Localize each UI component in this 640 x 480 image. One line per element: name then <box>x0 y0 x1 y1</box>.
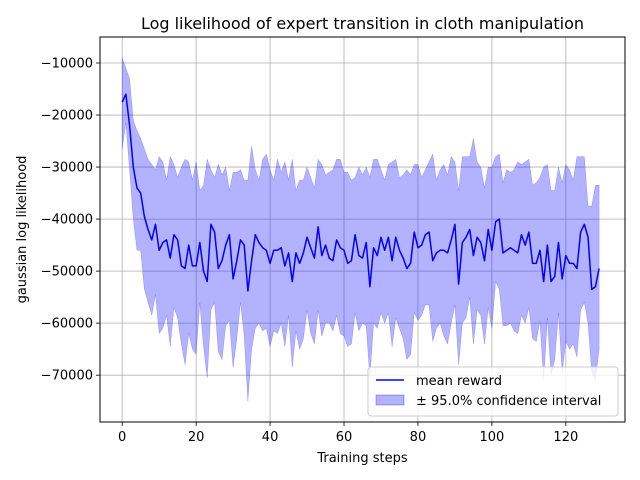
plot-area <box>121 57 600 402</box>
x-axis-label: Training steps <box>316 451 408 466</box>
y-tick-label: −10000 <box>41 57 93 72</box>
x-tick-label: 20 <box>188 430 205 445</box>
grid <box>100 37 625 422</box>
x-tick-label: 80 <box>410 430 427 445</box>
axes-frame <box>99 36 626 423</box>
y-tick-label: −50000 <box>41 265 93 280</box>
legend-label-mean: mean reward <box>416 374 502 389</box>
legend-box <box>367 366 619 417</box>
y-tick-label: −60000 <box>41 317 93 332</box>
mean-reward-line <box>121 93 600 292</box>
x-tick-label: 60 <box>336 430 353 445</box>
x-tick-label: 0 <box>118 430 126 445</box>
y-tick-label: −40000 <box>41 213 93 228</box>
legend-label-ci: ± 95.0% confidence interval <box>416 394 601 409</box>
x-tick-label: 40 <box>262 430 279 445</box>
y-axis-label: gaussian log likelihood <box>15 156 30 304</box>
y-axis: −70000 −60000 −50000 −40000 −30000 −20000 −100… <box>41 57 100 384</box>
y-tick-label: −70000 <box>41 369 93 384</box>
x-tick-label: 120 <box>553 430 578 445</box>
x-axis: 0 20 40 60 80 100 120 <box>118 422 578 445</box>
legend-patch-ci <box>375 394 405 406</box>
confidence-band <box>121 57 600 402</box>
y-tick-label: −20000 <box>41 109 93 124</box>
chart-title: Log likelihood of expert transition in c… <box>141 14 584 33</box>
legend: mean reward ± 95.0% confidence interval <box>367 366 619 417</box>
y-tick-label: −30000 <box>41 161 93 176</box>
x-tick-label: 100 <box>479 430 504 445</box>
